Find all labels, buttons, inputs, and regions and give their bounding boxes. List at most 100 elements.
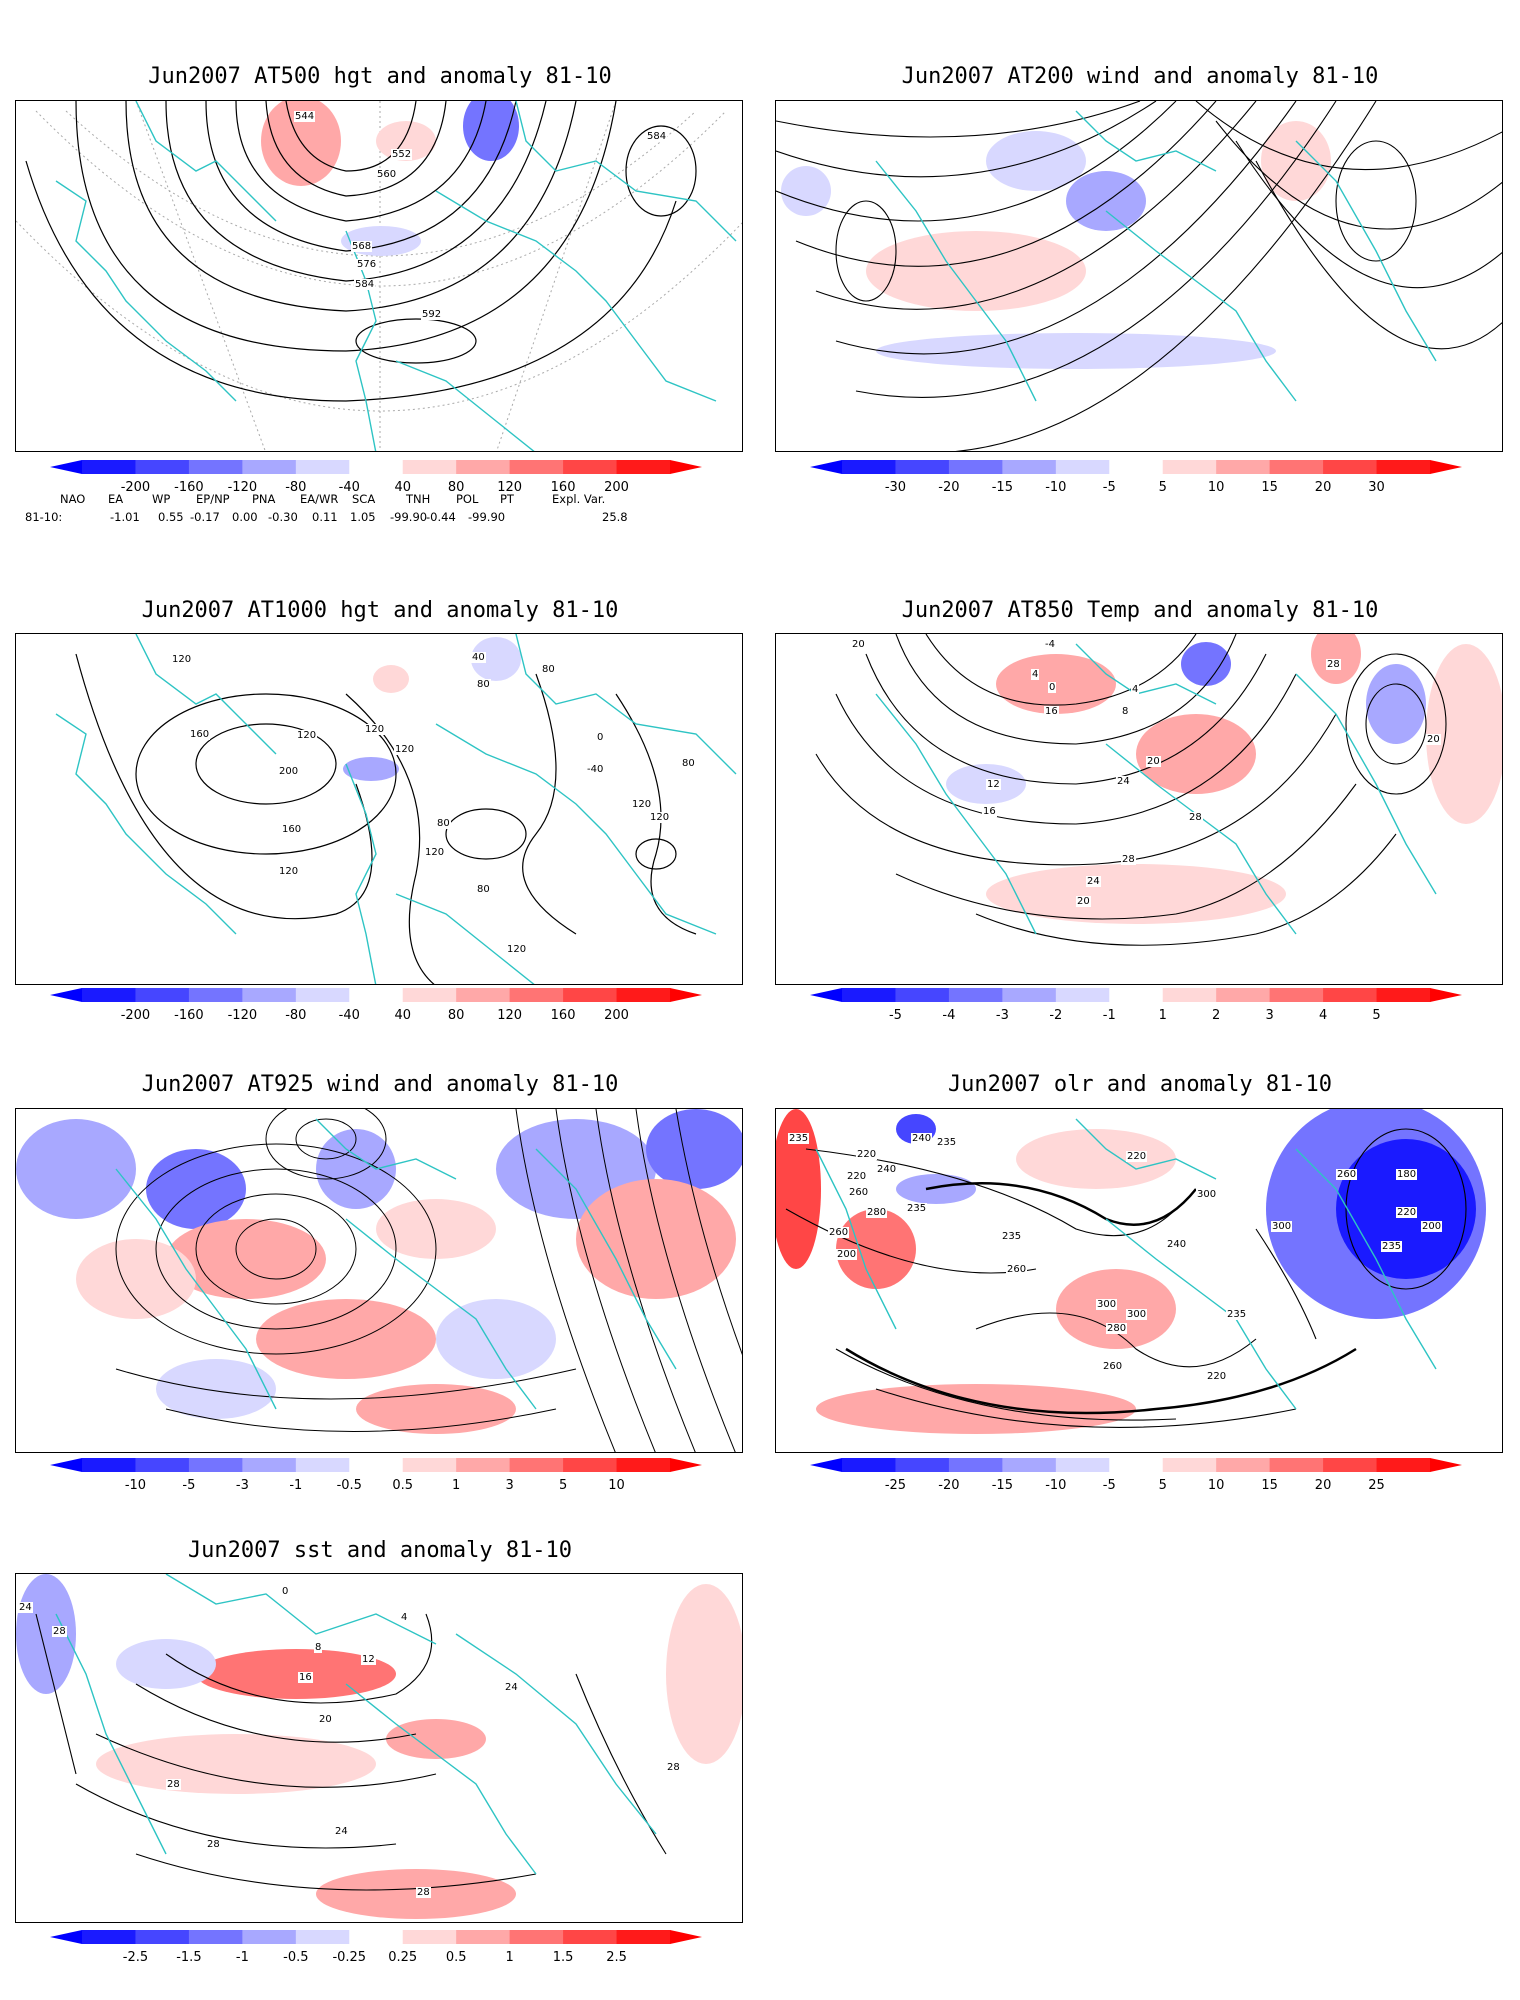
teleconnection-header-cell: NAO xyxy=(60,492,86,506)
colorbar-swatch xyxy=(1055,1458,1110,1472)
colorbar-swatch xyxy=(1162,988,1217,1002)
contour-label: 16 xyxy=(298,1672,313,1683)
contour-label: 220 xyxy=(1396,1207,1418,1218)
colorbar-tick-label: -3 xyxy=(995,1008,1009,1023)
teleconnection-value-cell: 0.11 xyxy=(312,510,338,524)
colorbar-arrow-right xyxy=(670,1458,702,1472)
contour-label: 28 xyxy=(1121,854,1136,865)
colorbar-swatch xyxy=(1216,988,1271,1002)
contour-label: 80 xyxy=(436,818,451,829)
colorbar-swatch xyxy=(1216,1458,1271,1472)
colorbar-tick-label: 5 xyxy=(1372,1008,1381,1023)
map-sst: 24 28 0 4 8 12 16 20 24 28 28 28 24 28 xyxy=(15,1573,743,1923)
contour-label: 0 xyxy=(1048,682,1057,693)
contour-label: 120 xyxy=(649,812,671,823)
teleconnection-header-cell: EA xyxy=(108,492,124,506)
colorbar-tick-label: -1.5 xyxy=(176,1950,202,1965)
colorbar-tick-label: -2.5 xyxy=(122,1950,149,1965)
contour-label: 584 xyxy=(354,279,376,290)
teleconnection-value-cell: -0.17 xyxy=(190,510,220,524)
contour-label: 16 xyxy=(982,806,997,817)
contour-label: 24 xyxy=(504,1682,519,1693)
colorbar-swatch xyxy=(242,988,297,1002)
colorbar-swatch xyxy=(402,460,457,474)
colorbar-swatch xyxy=(948,988,1003,1002)
map-svg xyxy=(55,634,737,984)
map-svg xyxy=(776,1109,1486,1434)
colorbar: -25 -20 -15 -10 -5 5 10 15 20 25 xyxy=(810,1458,1462,1498)
contour-label: 235 xyxy=(906,1203,928,1214)
colorbar: -2.5 -1.5 -1 -0.5 -0.25 0.25 0.5 1 1.5 2.5 xyxy=(50,1930,702,1970)
contour-label: 4 xyxy=(1031,669,1040,680)
contour-label: 300 xyxy=(1196,1189,1218,1200)
colorbar-swatch xyxy=(242,460,297,474)
map-svg xyxy=(776,101,1502,451)
contour-label: 20 xyxy=(1146,756,1161,767)
contour-label: 200 xyxy=(278,766,300,777)
panel-title: Jun2007 olr and anomaly 81-10 xyxy=(947,1072,1333,1097)
anomaly-shading xyxy=(781,121,1331,369)
colorbar-tick-label: -20 xyxy=(938,1478,960,1493)
contour-label: 0 xyxy=(596,732,605,743)
contour-label: 568 xyxy=(351,241,373,252)
contour-label: 120 xyxy=(171,654,193,665)
colorbar-tick-label: -5 xyxy=(182,1478,196,1493)
contour-label: 576 xyxy=(356,259,378,270)
coastlines xyxy=(55,634,737,984)
colorbar-swatch xyxy=(1216,460,1271,474)
contour-label: 20 xyxy=(851,639,866,650)
contour-label: 260 xyxy=(828,1227,850,1238)
colorbar-swatch xyxy=(82,1930,136,1944)
colorbar-arrow-left xyxy=(50,1458,82,1472)
colorbar-swatch xyxy=(563,1458,618,1472)
colorbar-tick-label: -80 xyxy=(285,480,307,495)
teleconnection-header-cell: TNH xyxy=(406,492,431,506)
colorbar-tick-label: 80 xyxy=(447,480,465,495)
colorbar: -200 -160 -120 -80 -40 40 80 120 160 200 xyxy=(50,460,702,500)
colorbar-tick-label: 20 xyxy=(1314,1478,1332,1493)
colorbar-swatch xyxy=(456,460,511,474)
colorbar-tick-label: 10 xyxy=(1207,1478,1225,1493)
colorbar-swatch xyxy=(895,1458,950,1472)
colorbar-tick-label: 15 xyxy=(1261,1478,1278,1493)
colorbar-arrow-right xyxy=(1430,988,1462,1002)
coastlines xyxy=(55,1574,657,1875)
contour-label: 235 xyxy=(1381,1241,1403,1252)
colorbar-swatch xyxy=(1376,460,1431,474)
contour-label: 584 xyxy=(646,131,668,142)
colorbar-tick-label: 3 xyxy=(505,1478,514,1493)
colorbar-arrow-right xyxy=(670,988,702,1002)
colorbar-labels: -5 -4 -3 -2 -1 1 2 3 4 5 xyxy=(810,1008,1462,1026)
colorbar-tick-label: 3 xyxy=(1265,1008,1274,1023)
colorbar-tick-label: 160 xyxy=(550,1008,576,1023)
teleconnection-value-cell: -99.90 xyxy=(390,510,428,524)
colorbar-svg xyxy=(810,460,1462,474)
colorbar-swatch xyxy=(295,1458,350,1472)
colorbar-swatch xyxy=(402,1930,457,1944)
colorbar-arrow-left xyxy=(810,1458,842,1472)
colorbar-svg xyxy=(810,1458,1462,1472)
colorbar-swatch xyxy=(1269,1458,1324,1472)
colorbar-swatch xyxy=(349,988,404,1002)
colorbar-swatch xyxy=(135,1458,190,1472)
contour-label: 24 xyxy=(18,1602,33,1613)
contour-label: 260 xyxy=(1006,1264,1028,1275)
panel-title: Jun2007 AT200 wind and anomaly 81-10 xyxy=(901,64,1379,89)
contour-label: 4 xyxy=(1131,684,1140,695)
colorbar-tick-label: 200 xyxy=(604,480,629,495)
contour-label: 28 xyxy=(666,1762,681,1773)
teleconnection-value-cell: 25.8 xyxy=(602,510,628,524)
colorbar-swatch xyxy=(349,460,404,474)
colorbar-tick-label: 2.5 xyxy=(606,1950,627,1965)
colorbar-swatch xyxy=(1162,1458,1217,1472)
contour-label: 560 xyxy=(376,169,398,180)
teleconnection-value-cell: 1.05 xyxy=(350,510,376,524)
colorbar-swatch xyxy=(616,988,671,1002)
anomaly-shading xyxy=(946,634,1502,924)
colorbar-tick-label: -120 xyxy=(227,480,258,495)
contour-label: 80 xyxy=(476,884,491,895)
teleconnection-value-cell: -0.44 xyxy=(426,510,456,524)
teleconnection-row-label: 81-10: xyxy=(25,510,63,524)
colorbar-tick-label: -120 xyxy=(227,1008,258,1023)
colorbar-swatch xyxy=(1002,988,1057,1002)
